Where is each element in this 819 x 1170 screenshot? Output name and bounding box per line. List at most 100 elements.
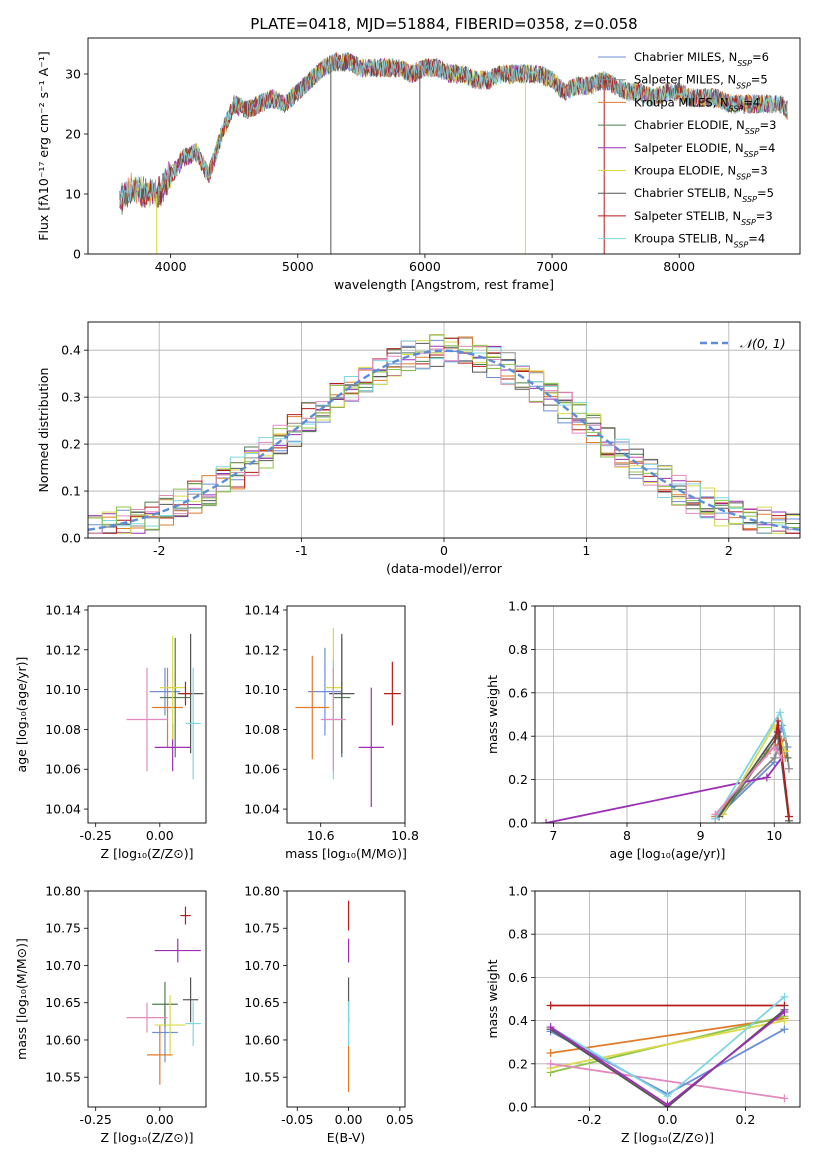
y-tick-label: 10.65 bbox=[244, 995, 280, 1010]
y-tick-label: 10.14 bbox=[244, 602, 280, 617]
y-axis-label: Normed distribution bbox=[36, 368, 51, 493]
x-tick-label: 0 bbox=[440, 543, 448, 558]
plot-frame bbox=[87, 605, 207, 824]
y-tick-label: 10.80 bbox=[244, 884, 280, 899]
errorbars bbox=[126, 633, 204, 780]
x-axis-label: E(B-V) bbox=[327, 1130, 366, 1145]
x-axis-label: age [log₁₀(age/yr)] bbox=[610, 846, 726, 861]
x-tick-label: 2 bbox=[725, 543, 733, 558]
legend-entry: Chabrier ELODIE, NSSP=3 bbox=[634, 118, 776, 136]
spectrum-lines bbox=[119, 51, 788, 254]
x-tick-label: 8000 bbox=[663, 259, 695, 274]
y-tick-label: 0.6 bbox=[508, 970, 528, 985]
weight-line-2 bbox=[714, 738, 787, 818]
y-tick-label: 10.12 bbox=[45, 642, 81, 657]
age_vs_mass-panel: 10.6 10.8 10.04 10.06 10.08 10.10 10.12 10.14 ma… bbox=[244, 602, 419, 861]
weight-line-1 bbox=[550, 1017, 785, 1054]
y-axis-label: age [log₁₀(age/yr)] bbox=[14, 657, 29, 773]
x-tick-label: -0.25 bbox=[80, 828, 112, 843]
plot-frame bbox=[534, 890, 801, 1108]
y-tick-label: 0.4 bbox=[508, 1013, 528, 1028]
age_vs_Z-panel: -0.25 0.00 10.04 10.06 10.08 10.10 10.12 10.14 Z… bbox=[14, 602, 207, 861]
y-tick-label: 10.06 bbox=[244, 762, 280, 777]
y-tick-label: 0.0 bbox=[508, 1100, 528, 1115]
y-tick-label: 10.65 bbox=[45, 995, 81, 1010]
x-tick-label: 0.2 bbox=[735, 1112, 755, 1127]
weight-point bbox=[770, 743, 779, 752]
figure-title: PLATE=0418, MJD=51884, FIBERID=0358, z=0… bbox=[250, 15, 637, 33]
weight-line-3 bbox=[550, 1019, 785, 1069]
y-tick-label: 10.60 bbox=[244, 1032, 280, 1047]
y-tick-label: 10.80 bbox=[45, 884, 81, 899]
y-tick-label: 0.0 bbox=[61, 531, 81, 546]
y-tick-label: 1.0 bbox=[508, 599, 528, 614]
y-tick-label: 10.06 bbox=[45, 762, 81, 777]
x-tick-label: 10.8 bbox=[391, 828, 419, 843]
weight-point bbox=[780, 1094, 789, 1103]
plot-frame bbox=[286, 890, 406, 1108]
plot-frame bbox=[87, 321, 801, 539]
y-tick-label: 10.04 bbox=[45, 802, 81, 817]
weight-point bbox=[777, 753, 786, 762]
x-tick-label: 0.0 bbox=[658, 1112, 678, 1127]
weight-point bbox=[546, 1049, 555, 1057]
weight-lines bbox=[542, 708, 793, 823]
x-axis-label: Z [log₁₀(Z/Z⊙)] bbox=[101, 1130, 194, 1145]
x-tick-label: 0.00 bbox=[335, 1112, 363, 1127]
weight-point bbox=[762, 773, 771, 782]
legend-entry: Salpeter ELODIE, NSSP=4 bbox=[634, 141, 775, 159]
gaussian-curve bbox=[88, 349, 800, 531]
weight-point bbox=[663, 1100, 672, 1107]
weight-point bbox=[784, 764, 793, 773]
y-tick-label: 0.0 bbox=[508, 816, 528, 831]
y-tick-label: 20 bbox=[65, 127, 81, 142]
y-tick-label: 10.75 bbox=[45, 921, 81, 936]
x-tick-label: 7 bbox=[549, 828, 557, 843]
x-axis-label: wavelength [Angstrom, rest frame] bbox=[334, 277, 554, 292]
y-tick-label: 0.3 bbox=[61, 390, 81, 405]
x-tick-label: 1 bbox=[582, 543, 590, 558]
x-tick-label: 7000 bbox=[536, 259, 568, 274]
weight-point bbox=[781, 732, 790, 741]
x-tick-label: 5000 bbox=[282, 259, 314, 274]
weight-point bbox=[773, 727, 782, 736]
weight-line-4 bbox=[550, 1062, 785, 1100]
x-axis-label: (data-model)/error bbox=[386, 561, 503, 576]
y-tick-label: 0.4 bbox=[508, 729, 528, 744]
y-tick-label: 0.1 bbox=[61, 484, 81, 499]
plot-frame bbox=[286, 605, 406, 824]
y-tick-label: 10.04 bbox=[244, 802, 280, 817]
y-tick-label: 10.55 bbox=[244, 1070, 280, 1085]
y-tick-label: 10.55 bbox=[45, 1070, 81, 1085]
weight-point bbox=[781, 747, 790, 756]
mass_vs_EBV-panel: -0.05 0.00 0.05 10.55 10.60 10.65 10.70 10.75 10… bbox=[244, 884, 414, 1146]
y-tick-label: 10 bbox=[65, 187, 81, 202]
x-tick-label: 0.05 bbox=[386, 1112, 414, 1127]
y-tick-label: 0.8 bbox=[508, 642, 528, 657]
y-tick-label: 10.10 bbox=[45, 682, 81, 697]
histograms bbox=[88, 334, 800, 534]
y-tick-label: 10.08 bbox=[45, 722, 81, 737]
y-axis-label: mass weight bbox=[485, 959, 500, 1038]
x-axis-label: Z [log₁₀(Z/Z⊙)] bbox=[101, 846, 194, 861]
x-tick-label: -0.2 bbox=[577, 1112, 601, 1127]
weight-point bbox=[780, 1007, 789, 1016]
mass_vs_Z-panel: -0.25 0.00 10.55 10.60 10.65 10.70 10.75 10.80 Z… bbox=[14, 884, 207, 1145]
legend-entry: Chabrier STELIB, NSSP=5 bbox=[634, 186, 774, 204]
y-tick-label: 1.0 bbox=[508, 884, 528, 899]
spectrum-line-7 bbox=[119, 52, 788, 211]
x-tick-label: -2 bbox=[153, 543, 165, 558]
y-tick-label: 0.2 bbox=[61, 437, 81, 452]
plot-frame bbox=[534, 605, 801, 824]
weight-point bbox=[546, 1023, 555, 1032]
y-tick-label: 0.6 bbox=[508, 685, 528, 700]
y-axis-label: Flux [fλ10⁻¹⁷ erg cm⁻² s⁻¹ A⁻¹] bbox=[36, 51, 51, 240]
mass_weight_vs_Z-panel: -0.2 0.0 0.2 0.0 0.2 0.4 0.6 0.8 1.0 Z [log₁₀(Z/Z… bbox=[485, 884, 801, 1145]
spectrum-line-8 bbox=[119, 52, 788, 206]
x-tick-label: 6000 bbox=[409, 259, 441, 274]
mass_weight_vs_age-panel: 7 8 9 10 0.0 0.2 0.4 0.6 0.8 1.0 age [log₁₀(age/yr… bbox=[485, 599, 801, 861]
y-tick-label: 0.8 bbox=[508, 927, 528, 942]
weight-point bbox=[784, 812, 793, 821]
spectrum-legend: Chabrier MILES, NSSP=6 Salpeter MILES, NS… bbox=[598, 50, 776, 249]
